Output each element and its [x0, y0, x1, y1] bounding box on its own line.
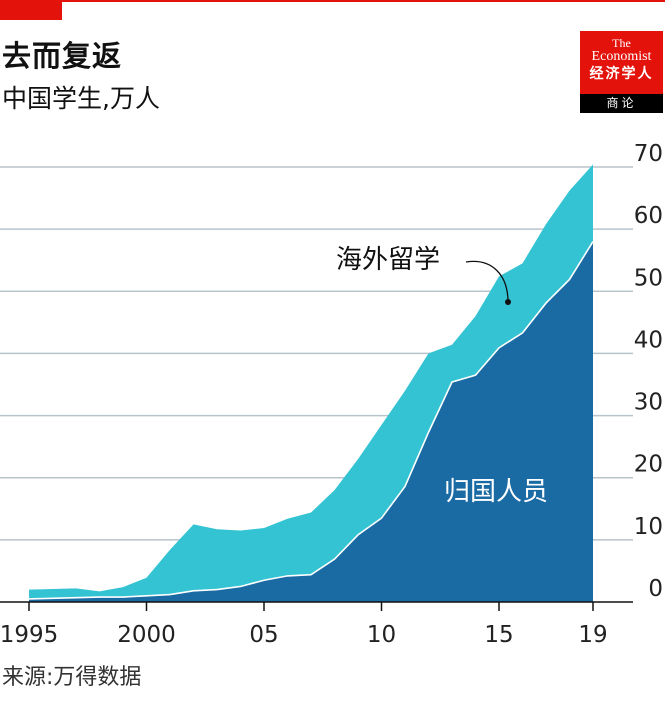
- logo-name: Economist: [591, 49, 652, 64]
- label-leader-dot: [505, 299, 511, 305]
- label-leader-line: [465, 260, 509, 303]
- chart-title: 去而复返: [2, 39, 123, 73]
- y-tick-label: 0: [648, 576, 663, 602]
- logo-the: The: [612, 36, 631, 50]
- x-tick-label: 15: [484, 622, 513, 648]
- top-rule: [0, 0, 665, 2]
- x-tick-label: 19: [578, 622, 607, 648]
- economist-logo: The Economist 经济学人 商论: [580, 31, 663, 113]
- x-tick-label: 10: [367, 622, 396, 648]
- y-tick-label: 70: [634, 141, 663, 167]
- logo-red-block: The Economist 经济学人: [580, 31, 663, 94]
- source-note: 来源:万得数据: [2, 665, 142, 690]
- y-tick-label: 50: [634, 265, 663, 291]
- y-tick-label: 20: [634, 452, 663, 478]
- series-area-returnees: [29, 241, 593, 603]
- chart-subtitle: 中国学生,万人: [2, 84, 160, 113]
- y-tick-label: 60: [634, 203, 663, 229]
- y-tick-label: 10: [634, 514, 663, 540]
- y-tick-label: 30: [634, 390, 663, 416]
- series-line-returnees: [28, 241, 594, 600]
- logo-chinese: 经济学人: [589, 66, 654, 82]
- y-tick-label: 40: [634, 327, 663, 353]
- x-tick-label: 2000: [117, 622, 176, 648]
- series-label-returnees: 归国人员: [444, 477, 548, 507]
- logo-section: 商论: [580, 94, 663, 113]
- red-tag: [0, 0, 62, 20]
- x-tick-label: 05: [249, 622, 278, 648]
- series-label-overseas: 海外留学: [336, 245, 440, 275]
- x-tick-label: 1995: [0, 622, 58, 648]
